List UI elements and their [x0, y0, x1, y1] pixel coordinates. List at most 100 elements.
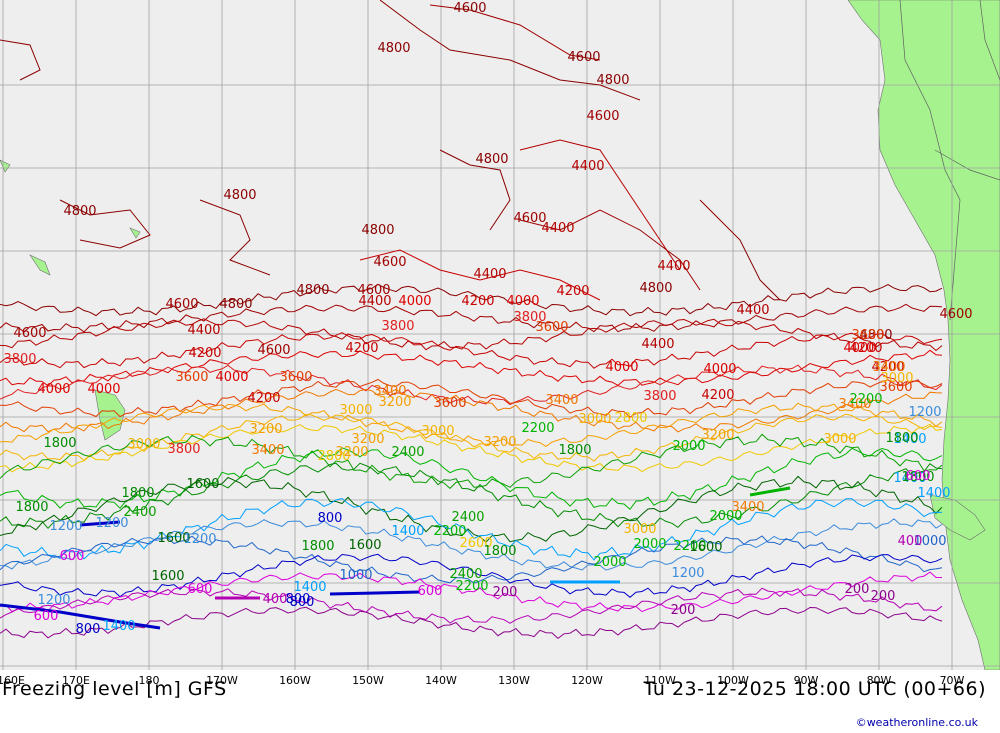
contour-value-label: 200: [493, 585, 518, 600]
contour-value-label: 2400: [391, 445, 424, 460]
contour-value-label: 4600: [567, 50, 600, 65]
contour-value-label: 4800: [219, 297, 252, 312]
contour-value-label: 3600: [851, 328, 884, 343]
contour-value-label: 1200: [37, 593, 70, 608]
ice-edge-contour: [79, 520, 121, 527]
contour-value-label: 4400: [657, 259, 690, 274]
contour-value-label: 4400: [571, 159, 604, 174]
longitude-label: 180: [138, 674, 160, 687]
contour-line: [519, 139, 681, 271]
contour-value-label: 4800: [63, 204, 96, 219]
land-new-zealand: [94, 389, 126, 441]
land-islands-pacific: [0, 159, 141, 276]
contour-value-label: 800: [76, 622, 101, 637]
chart-title: Freezing level [m] GFS: [2, 678, 227, 700]
contour-value-label: 2000: [633, 537, 666, 552]
contour-value-label: 3600: [175, 370, 208, 385]
contour-labels: 4600 4800 4600 4800 4600 4800 4400 4800 4800 4600…: [3, 1, 972, 637]
contour-value-label: 600: [418, 584, 443, 599]
contour-value-label: 800: [286, 592, 311, 607]
longitude-label: 130W: [498, 674, 530, 687]
contour-value-label: 3800: [3, 352, 36, 367]
contour-value-label: 3200: [335, 445, 368, 460]
contour-value-label: 4400: [473, 267, 506, 282]
ice-edge-contour: [0, 603, 161, 630]
ocean-background: [0, 0, 1000, 670]
border-lines: [899, 0, 1000, 321]
contour-value-label: 3800: [643, 389, 676, 404]
contour-value-label: 4000: [87, 382, 120, 397]
longitude-label: 160E: [0, 674, 25, 687]
contour-value-label: 1600: [689, 540, 722, 555]
contour-line: [0, 433, 943, 490]
contour-value-label: 4800: [377, 41, 410, 56]
contour-value-label: 4800: [596, 73, 629, 88]
contour-value-label: 3600: [879, 380, 912, 395]
contour-value-label: 1400: [102, 619, 135, 634]
contour-value-label: 200: [871, 589, 896, 604]
contour-value-label: 1800: [121, 486, 154, 501]
longitude-label: 80W: [866, 674, 892, 687]
ice-edge-contour: [749, 486, 791, 497]
contour-value-label: 800: [290, 595, 315, 610]
longitude-label: 90W: [793, 674, 819, 687]
contour-line: [0, 0, 781, 301]
contour-value-label: 1600: [186, 477, 219, 492]
contour-value-label: 2200: [433, 524, 466, 539]
contour-value-label: 1800: [901, 470, 934, 485]
contour-value-label: 1200: [95, 516, 128, 531]
contour-value-label: 1800: [15, 500, 48, 515]
credit-link[interactable]: ©weatheronline.co.uk: [855, 716, 978, 729]
land-islands-tierra-del-fuego: [929, 494, 986, 541]
contour-value-label: 1600: [157, 531, 190, 546]
contour-value-label: 600: [34, 609, 59, 624]
contour-value-label: 4000: [37, 382, 70, 397]
contour-value-label: 4000: [605, 360, 638, 375]
contour-value-label: 4600: [165, 297, 198, 312]
contour-line: [0, 303, 943, 333]
contour-value-label: 3600: [535, 320, 568, 335]
contour-value-label: 2200: [455, 579, 488, 594]
contour-value-label: 4000: [215, 370, 248, 385]
contour-value-label: 3000: [127, 437, 160, 452]
contour-value-label: 4400: [541, 221, 574, 236]
contour-value-label: 3200: [378, 395, 411, 410]
contour-value-label: 3200: [701, 428, 734, 443]
contour-value-label: 4000: [843, 341, 876, 356]
contour-value-label: 4400: [358, 294, 391, 309]
contour-value-label: 400: [898, 534, 923, 549]
contour-value-label: 600: [188, 582, 213, 597]
contour-value-label: 4400: [736, 303, 769, 318]
contour-line: [0, 402, 943, 448]
contour-value-label: 4600: [373, 255, 406, 270]
longitude-label: 150W: [352, 674, 384, 687]
contour-value-label: 3200: [249, 422, 282, 437]
contour-value-label: 4800: [361, 223, 394, 238]
contour-line: [0, 378, 943, 418]
contour-value-label: 4200: [849, 341, 882, 356]
contour-value-label: 4800: [859, 328, 892, 343]
contour-value-label: 600: [60, 549, 85, 564]
contour-value-label: 1200: [49, 519, 82, 534]
map-area: 4600 4800 4600 4800 4600 4800 4400 4800 4800 4600…: [0, 0, 1000, 671]
freezing-level-contours: [0, 0, 943, 640]
contour-value-label: 1200: [671, 566, 704, 581]
contour-value-label: 2600: [459, 536, 492, 551]
contour-value-label: 3200: [483, 435, 516, 450]
contour-line: [0, 462, 943, 530]
contour-value-label: 4800: [296, 283, 329, 298]
valid-time: Tu 23-12-2025 18:00 UTC (00+66): [643, 678, 986, 700]
contour-value-label: 3800: [167, 442, 200, 457]
contour-value-label: 2200: [673, 539, 706, 554]
longitude-label: 100W: [717, 674, 749, 687]
longitude-label: 170E: [62, 674, 90, 687]
contour-value-label: 3000: [578, 412, 611, 427]
contour-value-label: 4000: [506, 294, 539, 309]
contour-value-label: 3000: [880, 371, 913, 386]
contour-value-label: 1400: [893, 471, 926, 486]
contour-value-label: 4800: [475, 152, 508, 167]
contour-value-label: 1000: [913, 534, 946, 549]
contour-value-label: 2000: [593, 555, 626, 570]
contour-value-label: 1800: [558, 443, 591, 458]
contour-value-label: 2800: [614, 411, 647, 426]
